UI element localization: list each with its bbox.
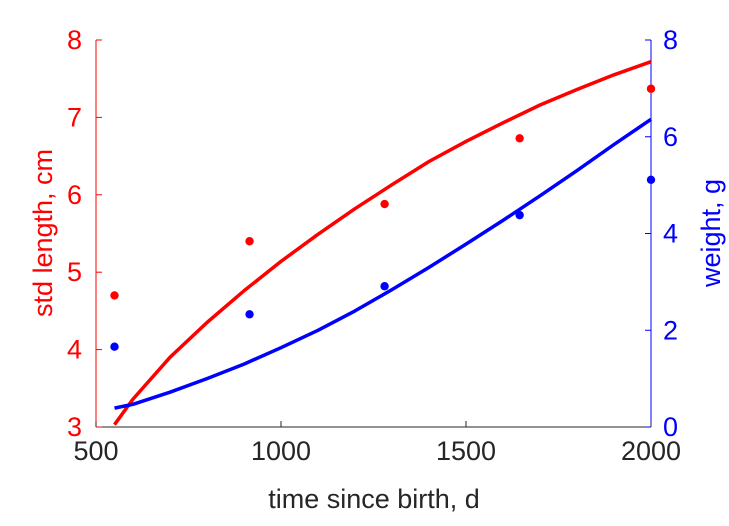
y-left-tick-label: 3 [67,412,82,442]
y-right-tick-label: 6 [663,122,678,152]
weight-data-point [515,210,524,220]
length-data-point [515,134,524,143]
y-axis-left-label: std length, cm [28,149,58,317]
x-axis-label: time since birth, d [268,484,480,514]
plot-area [110,60,656,426]
length-data-point [380,199,389,209]
weight-data-point [110,342,119,351]
length-data-point [646,84,656,93]
length-data-point [110,291,119,300]
length-data-point [245,237,254,246]
y-left-tick-label: 7 [67,102,82,132]
y-left-tick-label: 4 [67,335,82,365]
y-right-tick-label: 8 [663,25,678,55]
axes-group: 500 1000 1500 2000 3 4 5 6 7 8 0 2 4 6 8 [67,25,681,466]
x-tick-label: 2000 [621,436,681,466]
weight-data-point [646,175,656,185]
length-fit-line [113,60,652,426]
weight-fit-line [114,117,652,410]
y-left-tick-label: 5 [67,257,82,287]
x-tick-label: 500 [73,436,118,466]
weight-data-point [245,310,254,319]
y-right-tick-label: 2 [663,315,678,345]
y-right-tick-label: 4 [663,219,678,249]
x-tick-label: 1000 [251,436,311,466]
y-left-tick-label: 8 [67,25,82,55]
y-right-tick-label: 0 [663,412,678,442]
y-left-tick-label: 6 [67,180,82,210]
x-tick-label: 1500 [436,436,496,466]
weight-data-point [380,282,389,291]
y-axis-right-label: weight, g [696,179,726,288]
